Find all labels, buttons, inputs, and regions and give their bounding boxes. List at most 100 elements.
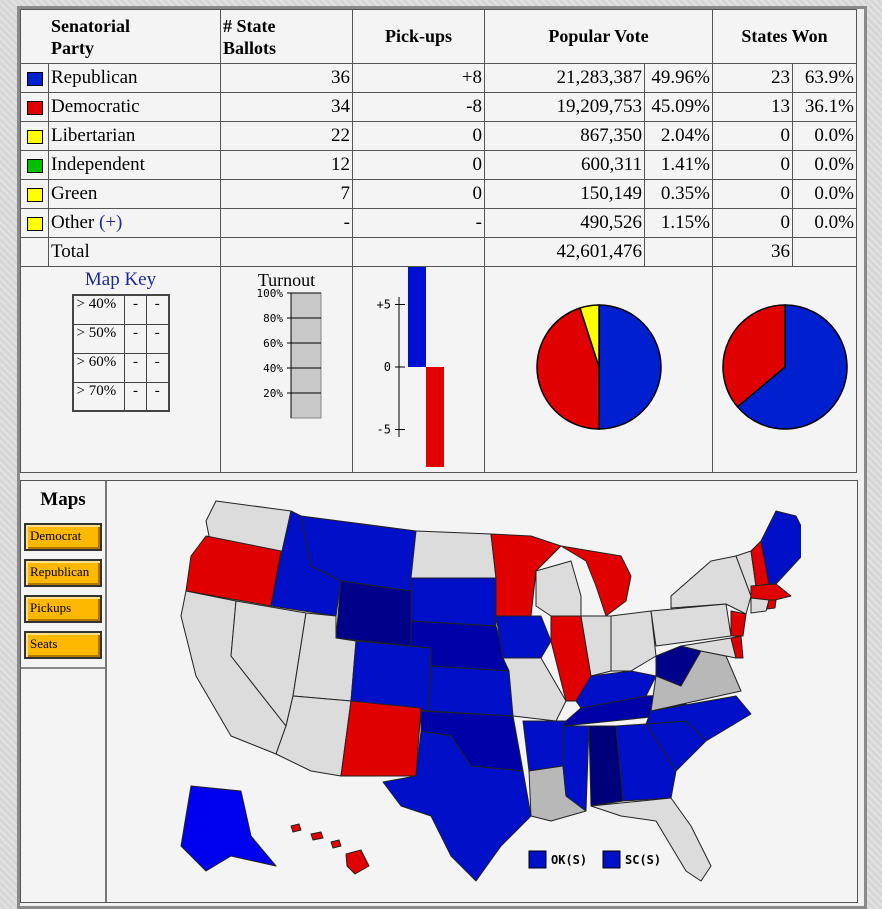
map-key-swatch: -: [146, 352, 169, 383]
state-co[interactable]: [350, 640, 432, 712]
states-won-pct: 0.0%: [792, 150, 857, 180]
party-swatch-cell: [20, 121, 49, 151]
map-key-swatch: -: [124, 294, 147, 325]
pickups-chart: +5 0 -5: [377, 267, 444, 467]
state-ri[interactable]: [766, 599, 777, 610]
map-key-cell: Map Key > 40% - - > 50% - - > 60% - - > 70% - -: [20, 266, 221, 473]
party-name: Independent: [48, 150, 221, 180]
state-hi[interactable]: [290, 823, 370, 875]
map-key-range: > 50%: [72, 323, 125, 354]
party-color-swatch: [26, 158, 43, 173]
legend-sc: SC(S): [625, 853, 661, 867]
pickups-bar-democratic: [426, 367, 444, 467]
pickups-tick-label: -5: [377, 423, 391, 437]
popular-votes: 21,283,387: [484, 63, 645, 93]
map-key-row: > 50% - -: [72, 323, 169, 354]
party-swatch-cell: [20, 150, 49, 180]
ballots-column-header: # State Ballots: [220, 9, 353, 64]
state-nj[interactable]: [730, 610, 747, 637]
state-mn[interactable]: [490, 533, 562, 617]
popular-vote-pct: 49.96%: [644, 63, 713, 93]
popular-vote-pct: 2.04%: [644, 121, 713, 151]
popular-vote-pie: [536, 304, 662, 430]
pickups: -: [352, 208, 485, 238]
states-won-pie: [722, 304, 848, 430]
party-name: Democratic: [48, 92, 221, 122]
states-won: 13: [712, 92, 793, 122]
state-ny[interactable]: [670, 555, 752, 615]
pickups-map-button[interactable]: Pickups: [24, 595, 102, 623]
seats-map-button[interactable]: Seats: [24, 631, 102, 659]
party-swatch-cell: [20, 179, 49, 209]
total-row: Total 42,601,476 36: [20, 237, 857, 267]
state-ia[interactable]: [495, 615, 552, 659]
map-key-swatch: -: [146, 294, 169, 325]
party-name: Libertarian: [48, 121, 221, 151]
state-fl[interactable]: [590, 797, 712, 882]
turnout-title: Turnout: [257, 270, 316, 290]
map-key-swatch: -: [124, 381, 147, 412]
state-ballots: 7: [220, 179, 353, 209]
map-key-row: > 40% - -: [72, 294, 169, 325]
state-oh[interactable]: [610, 610, 657, 672]
party-row: Libertarian 22 0 867,350 2.04% 0 0.0%: [20, 121, 857, 151]
party-row: Independent 12 0 600,311 1.41% 0 0.0%: [20, 150, 857, 180]
popular-votes: 867,350: [484, 121, 645, 151]
turnout-cell: Turnout 100% 80% 60% 40% 20%: [220, 266, 353, 473]
state-ballots: -: [220, 208, 353, 238]
map-key-range: > 60%: [72, 352, 125, 383]
state-sd[interactable]: [410, 577, 497, 627]
state-or[interactable]: [185, 535, 282, 607]
map-key-row: > 70% - -: [72, 381, 169, 412]
state-nm[interactable]: [340, 700, 422, 777]
popular-votes: 19,209,753: [484, 92, 645, 122]
other-parties-link[interactable]: (+): [99, 212, 123, 233]
maps-sidebar: Maps Democrat Republican Pickups Seats: [21, 481, 107, 902]
map-key-title[interactable]: Map Key: [84, 269, 157, 290]
pickups: +8: [352, 63, 485, 93]
party-color-swatch: [26, 71, 43, 86]
state-tx[interactable]: [382, 730, 532, 882]
states-won: 0: [712, 179, 793, 209]
state-mi[interactable]: [560, 545, 632, 617]
turnout-tick-label: 20%: [263, 387, 283, 400]
state-wi[interactable]: [535, 560, 582, 617]
results-table: Senatorial Party # State Ballots Pick-ups …: [20, 9, 857, 473]
states-won-pie-cell: [712, 266, 857, 473]
state-nc[interactable]: [645, 695, 752, 742]
pickups: -8: [352, 92, 485, 122]
state-ballots: 12: [220, 150, 353, 180]
party-name: Republican: [48, 63, 221, 93]
party-color-swatch: [26, 129, 43, 144]
popular-vote-pct: 0.35%: [644, 179, 713, 209]
state-ar[interactable]: [522, 720, 567, 772]
state-ak[interactable]: [180, 785, 277, 872]
state-ballots: 36: [220, 63, 353, 93]
map-key-range: > 70%: [72, 381, 125, 412]
states-won: 0: [712, 121, 793, 151]
party-column-header: Senatorial Party: [20, 9, 221, 64]
republican-map-button[interactable]: Republican: [24, 559, 102, 587]
map-key-range: > 40%: [72, 294, 125, 325]
states-won: 23: [712, 63, 793, 93]
party-swatch-cell: [20, 63, 49, 93]
state-me[interactable]: [760, 510, 801, 585]
democrat-map-button[interactable]: Democrat: [24, 523, 102, 551]
state-ga[interactable]: [615, 723, 677, 802]
state-mo[interactable]: [502, 657, 567, 722]
state-nd[interactable]: [410, 530, 497, 579]
turnout-gauge: 100% 80% 60% 40% 20%: [257, 289, 322, 419]
popular-vote-pct: 1.15%: [644, 208, 713, 238]
state-ct[interactable]: [750, 597, 770, 614]
state-ballots: 22: [220, 121, 353, 151]
popular-votes: 150,149: [484, 179, 645, 209]
state-ks[interactable]: [428, 665, 514, 717]
us-senate-map[interactable]: OK(S) SC(S): [111, 486, 801, 896]
states-won-pct: 63.9%: [792, 63, 857, 93]
state-de[interactable]: [730, 635, 744, 659]
results-panel: Senatorial Party # State Ballots Pick-ups …: [17, 6, 867, 909]
state-ms[interactable]: [562, 725, 590, 812]
maps-panel: Maps Democrat Republican Pickups Seats: [20, 480, 858, 903]
party-color-swatch: [26, 216, 43, 231]
state-wy[interactable]: [335, 580, 412, 647]
